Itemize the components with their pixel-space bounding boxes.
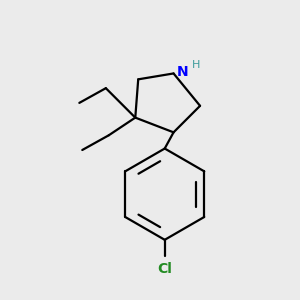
Text: N: N xyxy=(177,65,189,79)
Text: Cl: Cl xyxy=(157,262,172,276)
Text: H: H xyxy=(192,60,200,70)
